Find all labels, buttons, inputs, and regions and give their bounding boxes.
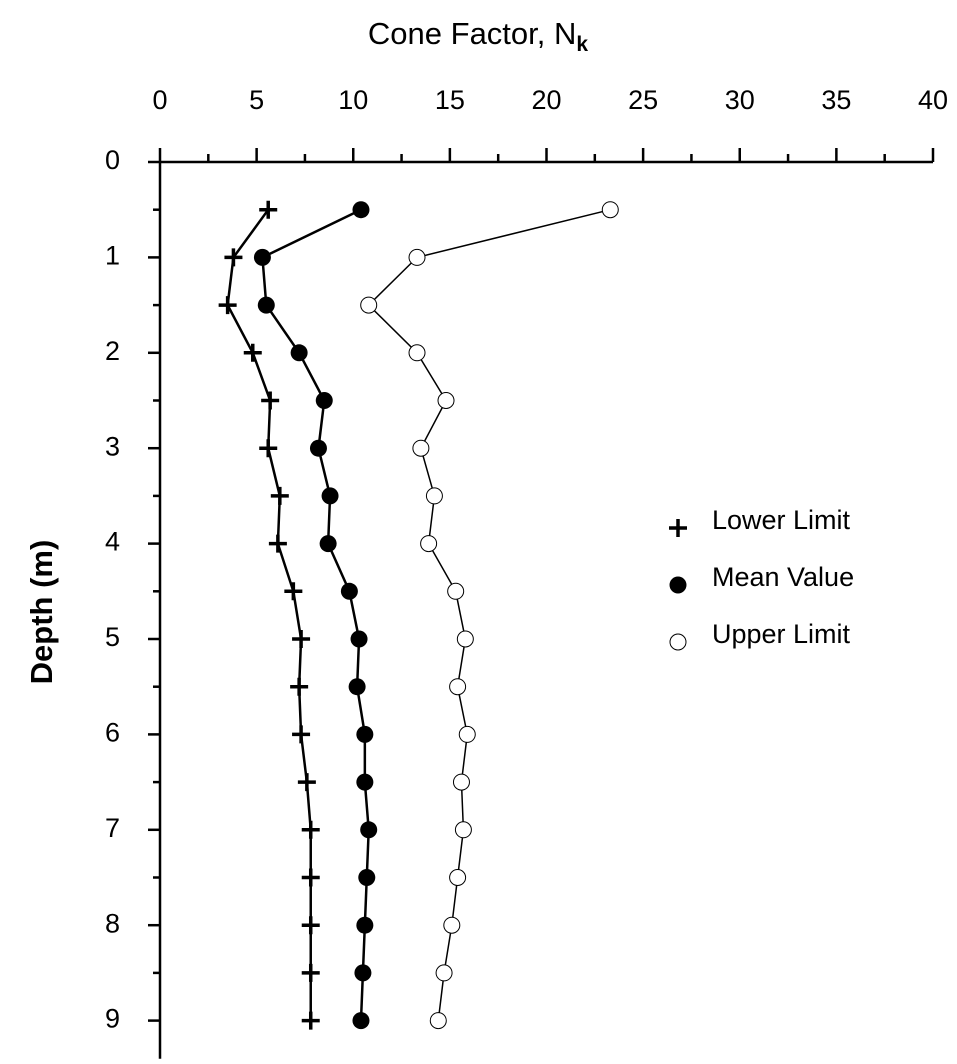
x-tick-label: 20 (531, 85, 561, 115)
data-point (449, 678, 467, 696)
data-point (601, 201, 619, 219)
data-point (315, 392, 333, 409)
data-point (435, 964, 453, 982)
data-point (348, 678, 366, 696)
series-line (367, 208, 611, 1021)
data-point (259, 200, 278, 219)
data-point (301, 916, 320, 935)
y-tick-label: 2 (105, 336, 120, 366)
y-tick-label: 0 (105, 145, 120, 175)
data-point (218, 296, 237, 315)
data-point (356, 916, 374, 934)
x-tick-label: 0 (152, 85, 167, 115)
data-point (360, 821, 378, 839)
data-point (292, 725, 311, 744)
legend-label: Lower Limit (712, 505, 851, 535)
x-tick-label: 40 (918, 85, 948, 115)
y-tick-label: 5 (105, 622, 120, 652)
data-point (358, 869, 376, 886)
data-point (253, 248, 271, 266)
data-point (352, 201, 370, 219)
data-point (452, 773, 470, 791)
data-point (458, 725, 476, 743)
x-tick-label: 5 (249, 85, 264, 115)
data-point (447, 582, 465, 600)
data-point (243, 343, 262, 362)
data-point (261, 391, 280, 410)
data-point (270, 486, 289, 505)
y-tick-label: 4 (105, 527, 120, 557)
data-point (340, 582, 358, 600)
data-point (354, 964, 372, 982)
x-tick-label: 30 (725, 85, 755, 115)
data-point (290, 344, 308, 362)
data-point (290, 677, 309, 696)
y-tick-label: 7 (105, 813, 120, 843)
data-point (350, 630, 368, 648)
series-line (261, 208, 370, 1021)
legend-marker (669, 633, 687, 651)
data-point (412, 439, 430, 457)
data-point (268, 534, 287, 553)
data-point (301, 963, 320, 982)
series-line (226, 208, 312, 1021)
data-point (408, 344, 426, 362)
y-axis-label: Depth (m) (24, 540, 59, 685)
data-point (454, 821, 472, 839)
chart-title: Cone Factor, Nk (368, 16, 588, 55)
data-point (352, 1012, 370, 1030)
y-tick-label: 9 (105, 1004, 120, 1034)
y-tick-label: 8 (105, 908, 120, 938)
legend-label: Upper Limit (712, 619, 851, 649)
data-point (224, 248, 243, 267)
legend-marker (669, 576, 687, 594)
data-point (259, 439, 278, 458)
data-point (319, 535, 337, 553)
data-point (301, 868, 320, 887)
data-point (420, 535, 438, 553)
y-tick-label: 3 (105, 431, 120, 461)
legend-marker (669, 519, 687, 537)
data-point (301, 1011, 320, 1030)
legend-label: Mean Value (712, 562, 854, 592)
x-tick-label: 35 (821, 85, 851, 115)
data-point (284, 582, 303, 601)
data-point (360, 296, 378, 314)
data-point (429, 1012, 447, 1030)
data-point (425, 487, 443, 505)
data-point (321, 487, 339, 505)
data-point (408, 248, 426, 266)
y-tick-label: 1 (105, 241, 120, 271)
x-tick-label: 25 (628, 85, 658, 115)
data-point (297, 773, 316, 792)
x-tick-label: 10 (338, 85, 368, 115)
data-point (456, 630, 474, 648)
y-tick-label: 6 (105, 718, 120, 748)
data-point (356, 773, 374, 791)
data-point (257, 296, 275, 314)
data-point (449, 869, 467, 886)
data-point (309, 439, 327, 457)
data-point (292, 630, 311, 648)
data-point (443, 916, 461, 934)
data-point (301, 820, 320, 839)
data-point (437, 392, 455, 409)
x-tick-label: 15 (435, 85, 465, 115)
data-point (356, 725, 374, 743)
